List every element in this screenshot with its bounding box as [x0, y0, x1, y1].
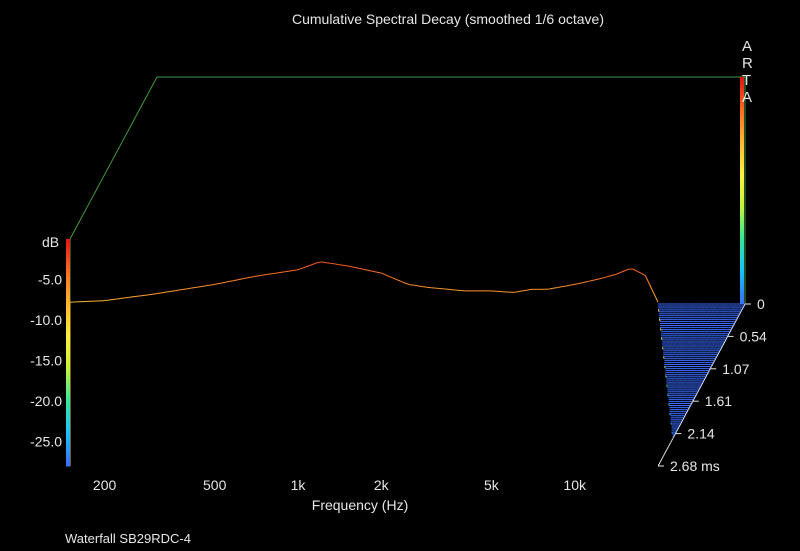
time-axis-line [657, 303, 746, 467]
frame-edge-left [69, 76, 158, 240]
decay-slices [69, 261, 745, 466]
